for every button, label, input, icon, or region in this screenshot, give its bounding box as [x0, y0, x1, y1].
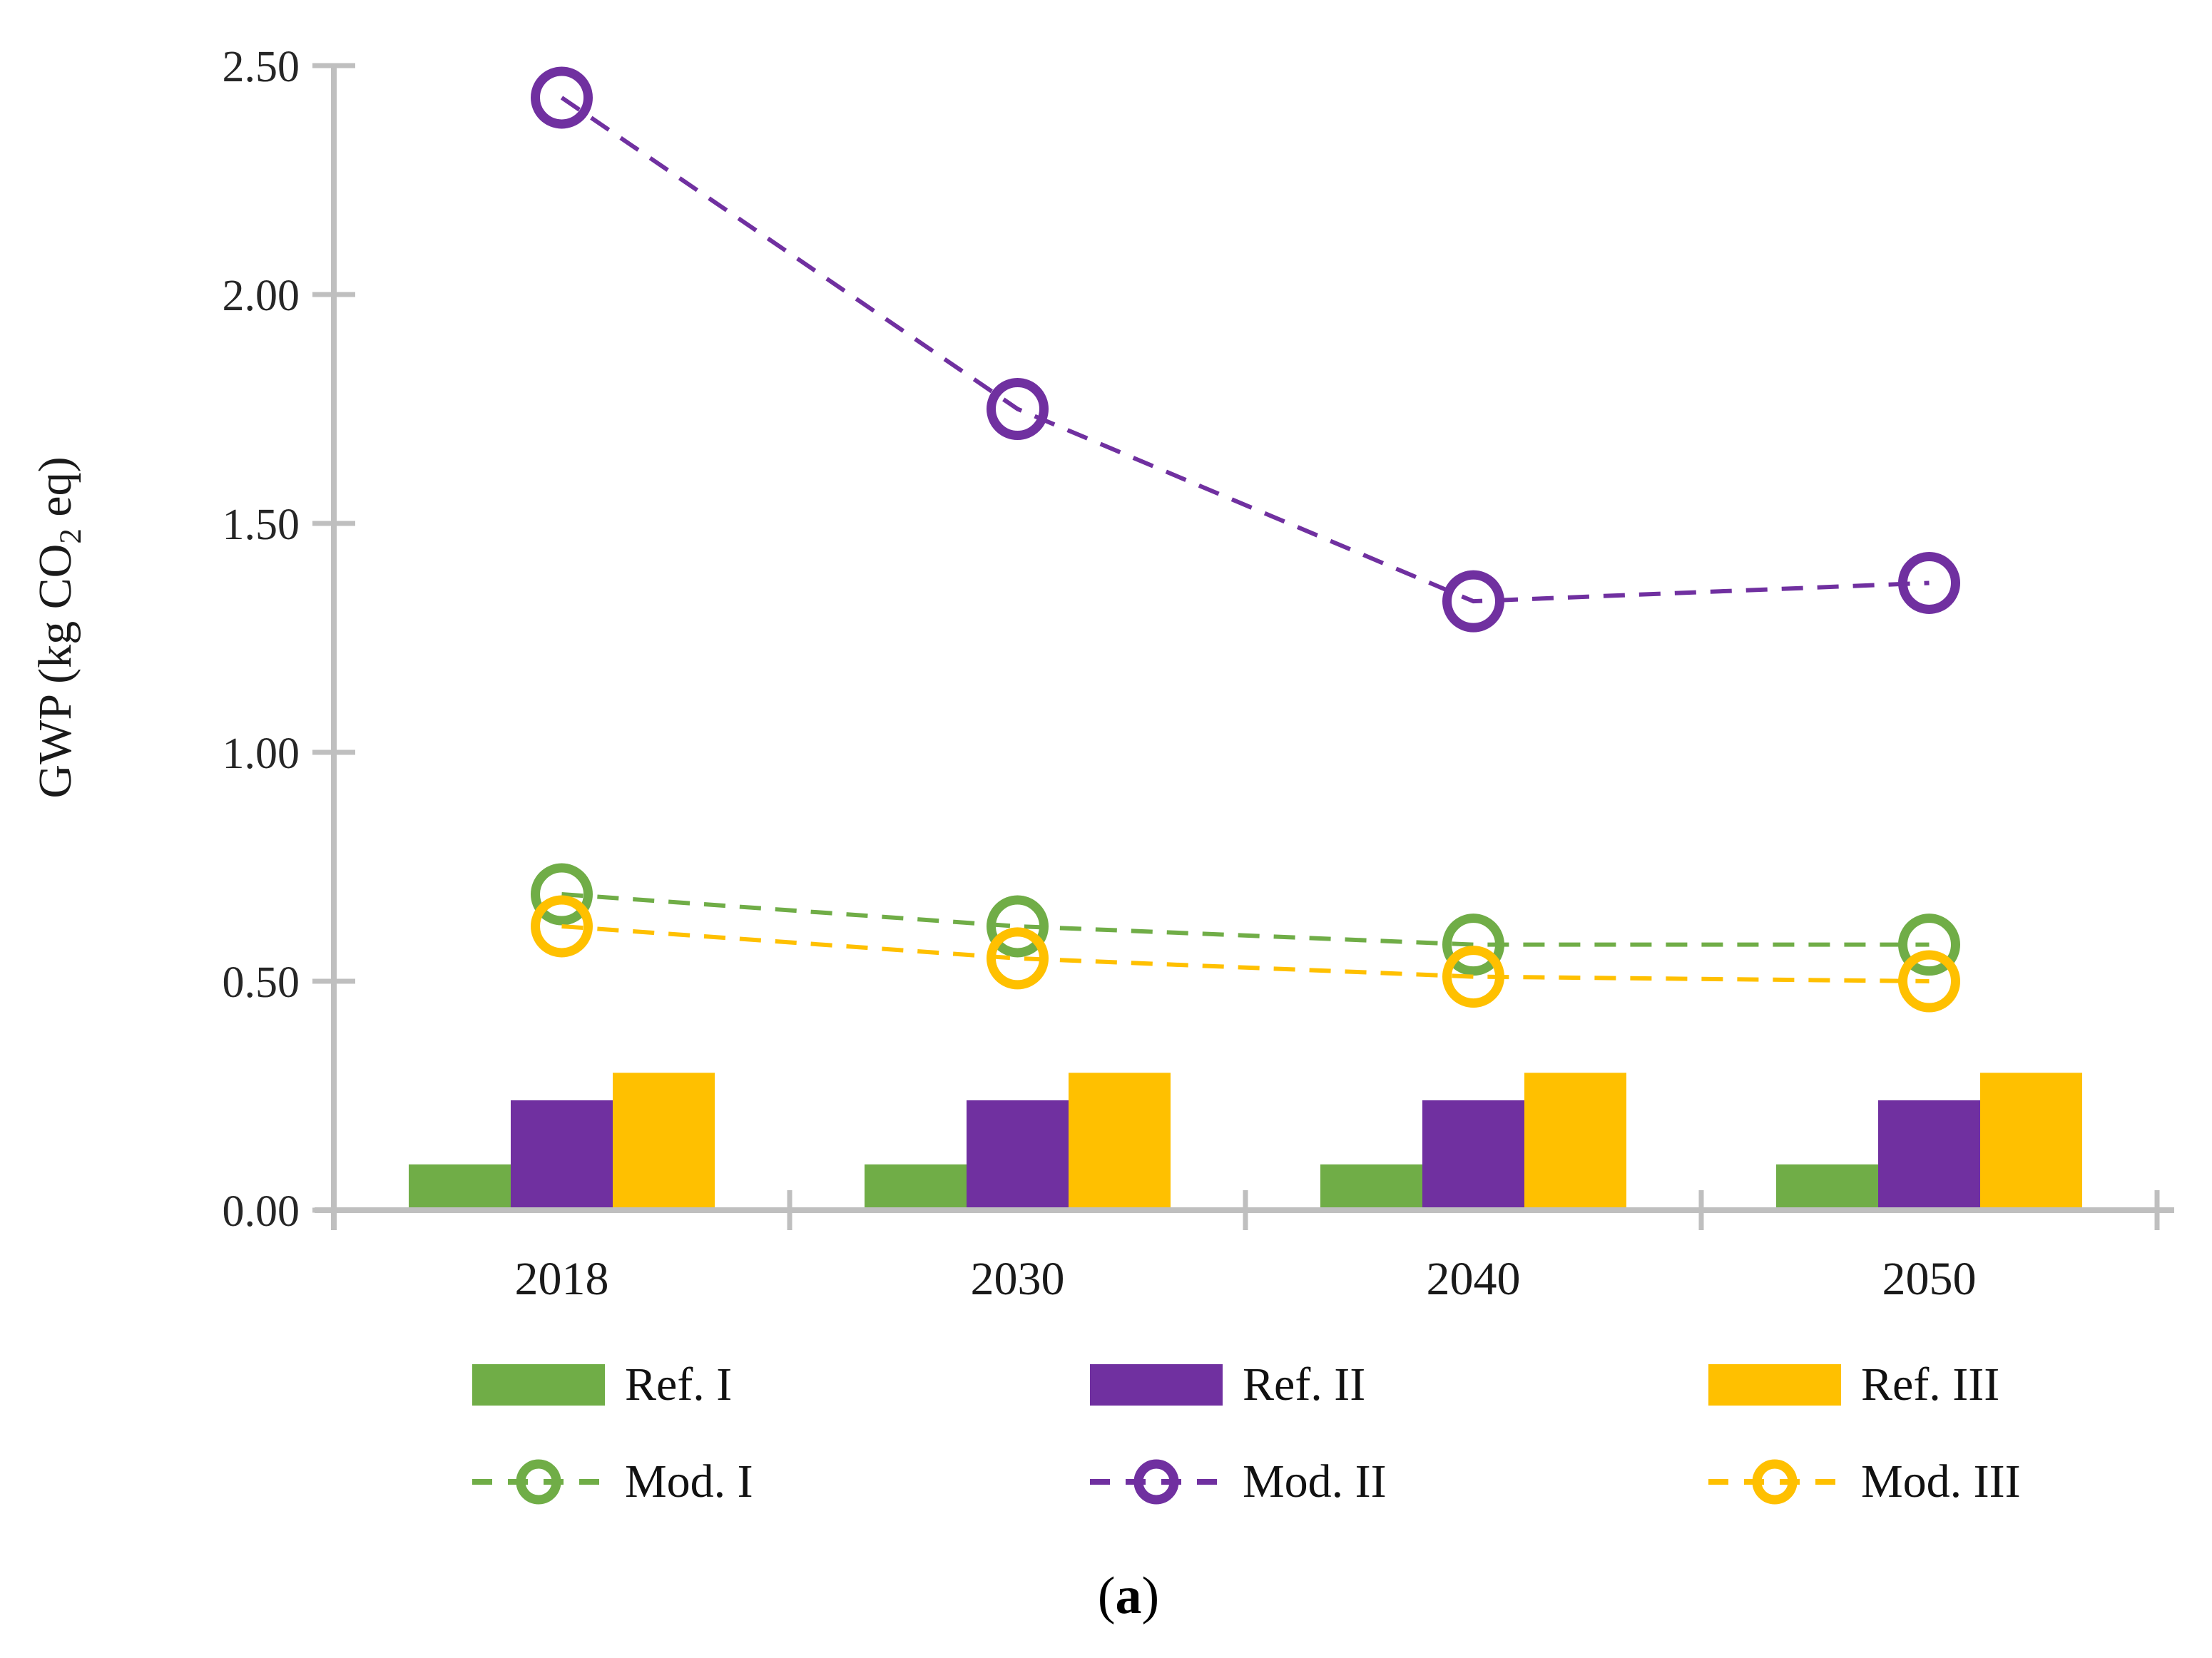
bar-ref-iii: [1069, 1073, 1171, 1210]
caption-paren-close: ): [1141, 1567, 1160, 1625]
bar-ref-i: [1776, 1164, 1878, 1210]
legend-label-mod-1: Mod. I: [625, 1455, 753, 1508]
marker-mod-iii: [1898, 950, 1960, 1013]
marker-mod-i: [1442, 914, 1504, 976]
dashed-line-circle-marker-icon: [1090, 1459, 1223, 1505]
y-tick-label: 2.50: [223, 43, 300, 91]
legend-label-mod-3: Mod. III: [1861, 1455, 2021, 1508]
legend-label-ref-3: Ref. III: [1861, 1358, 2000, 1411]
bar-ref-iii: [1524, 1073, 1626, 1210]
x-category-label: 2050: [1882, 1253, 1977, 1305]
marker-mod-i: [531, 863, 593, 926]
marker-mod-iii: [1442, 946, 1504, 1008]
y-axis-title: GWP (kg CO2 eq): [29, 456, 88, 798]
legend-label-ref-2: Ref. II: [1243, 1358, 1366, 1411]
legend-item-ref-3: Ref. III: [1708, 1356, 1999, 1413]
marker-mod-ii: [1898, 551, 1960, 614]
x-category-label: 2040: [1427, 1253, 1521, 1305]
line-mod-i: [561, 892, 1930, 947]
y-axis-title-sub: 2: [54, 528, 88, 544]
bar-ref-i: [409, 1164, 511, 1210]
bar-ref-ii: [1422, 1100, 1524, 1210]
line-mod-iii: [561, 923, 1930, 983]
x-category-label: 2030: [971, 1253, 1065, 1305]
subfigure-caption: (a): [1057, 1566, 1200, 1627]
y-axis-title-end: eq): [29, 456, 81, 529]
y-tick-label: 2.00: [223, 272, 300, 320]
legend-swatch-ref-2: [1090, 1364, 1223, 1406]
legend-swatch-ref-1: [472, 1364, 605, 1406]
marker-mod-iii: [987, 927, 1049, 990]
bar-ref-i: [1320, 1164, 1422, 1210]
legend-label-mod-2: Mod. II: [1243, 1455, 1387, 1508]
bar-ref-i: [865, 1164, 967, 1210]
bar-ref-iii: [1980, 1073, 2082, 1210]
bar-ref-ii: [511, 1100, 613, 1210]
bar-ref-ii: [967, 1100, 1069, 1210]
caption-paren-open: (: [1097, 1567, 1116, 1625]
y-tick-label: 1.50: [223, 501, 300, 549]
line-mod-ii: [560, 96, 1930, 604]
y-tick-label: 1.00: [223, 730, 300, 778]
marker-mod-ii: [1442, 570, 1504, 633]
x-category-label: 2018: [515, 1253, 609, 1305]
legend-item-ref-2: Ref. II: [1090, 1356, 1365, 1413]
y-tick-label: 0.50: [223, 958, 300, 1007]
legend-swatch-ref-3: [1708, 1364, 1841, 1406]
legend-item-mod-3: Mod. III: [1708, 1453, 2021, 1510]
marker-mod-ii: [987, 378, 1049, 440]
legend-item-mod-2: Mod. II: [1090, 1453, 1387, 1510]
marker-mod-ii: [531, 66, 593, 129]
legend-item-ref-1: Ref. I: [472, 1356, 732, 1413]
y-tick-label: 0.00: [223, 1187, 300, 1236]
bar-ref-iii: [613, 1073, 715, 1210]
marker-mod-i: [987, 895, 1049, 958]
y-axis-title-text: GWP (kg CO: [29, 543, 81, 799]
legend-item-mod-1: Mod. I: [472, 1453, 753, 1510]
dashed-line-circle-marker-icon: [1708, 1459, 1841, 1505]
caption-letter: a: [1115, 1567, 1142, 1625]
dashed-line-circle-marker-icon: [472, 1459, 605, 1505]
marker-mod-i: [1898, 914, 1960, 976]
marker-mod-iii: [531, 895, 593, 958]
legend-label-ref-1: Ref. I: [625, 1358, 733, 1411]
bar-ref-ii: [1878, 1100, 1980, 1210]
